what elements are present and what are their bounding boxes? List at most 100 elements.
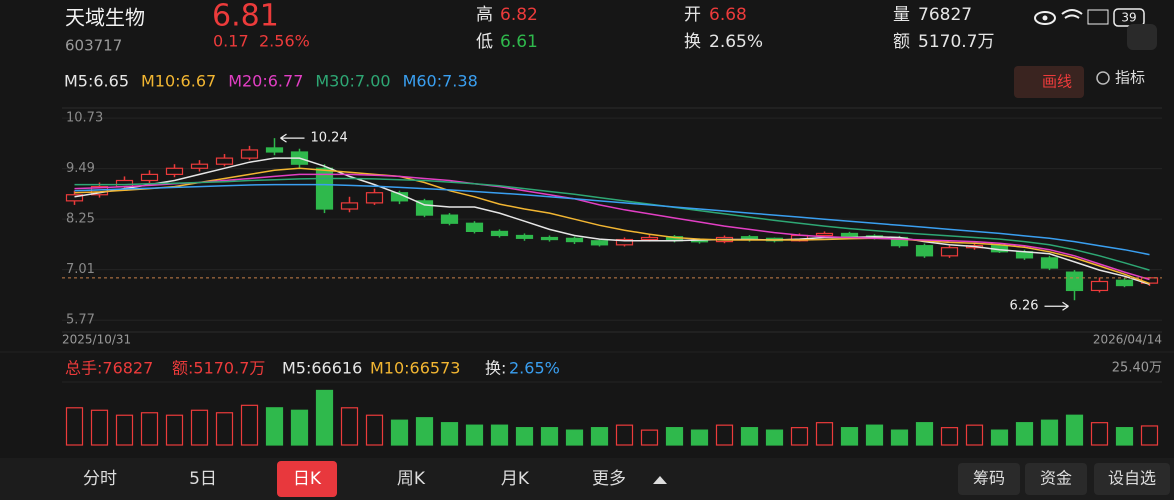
battery-level: 39 [1121,11,1136,25]
action-label: 筹码 [973,469,1005,488]
indicator-icon [1096,71,1110,85]
candle-body [615,238,634,246]
tab-active-bg [277,461,337,497]
action-label: 设自选 [1108,469,1156,488]
volume-bar [115,414,134,446]
price: 6.81 [212,0,279,34]
volume-label: 量 [893,5,910,25]
candle-body [940,247,959,257]
volume-bar [665,427,684,446]
volume-bar [290,409,309,446]
change-pct: 2.56% [259,32,310,51]
action-button[interactable] [1094,463,1170,495]
low-label: 低 [476,32,493,52]
candle-body [1040,257,1059,269]
volume-bar [215,412,234,446]
tab[interactable]: 周K [397,469,426,489]
wifi-icon [1061,9,1083,19]
volume-bar [165,414,184,446]
candle-body [265,147,284,153]
volume-bar [690,429,709,446]
volume-bar [465,424,484,446]
ma-legend: M10:6.67 [141,72,216,91]
volume-bar [390,419,409,446]
high-arrow [280,133,305,143]
candle-body [490,230,509,237]
volume-bar [715,424,734,446]
volume-bar [90,409,109,446]
ma-legend: M5:6.65 [64,72,129,91]
tab[interactable]: 5日 [189,469,217,489]
high: 6.82 [500,5,538,25]
volume-bar [640,429,659,446]
volume-bar [590,427,609,446]
candle-body [840,232,859,238]
open-label: 开 [684,5,701,25]
candle-body [915,245,934,257]
candle-body [365,192,384,204]
side-button[interactable] [1127,24,1157,50]
volume-bar [565,429,584,446]
candle-body [590,240,609,246]
tab[interactable]: 分时 [83,469,117,489]
ma-line [74,177,1150,271]
tab[interactable]: 日K [293,469,322,489]
action-button[interactable] [958,463,1020,495]
volume-bar [365,414,384,446]
volume-bar [865,424,884,446]
candle-body [640,236,659,241]
candle-body [440,214,459,224]
amount-label: 额 [893,32,910,52]
action-button[interactable] [1025,463,1087,495]
volume-m5: M5:66616 [282,359,362,378]
candle-body [690,240,709,243]
volume-bar [1090,422,1109,446]
candle-body [415,200,434,216]
y-tick-label: 8.25 [66,212,95,227]
candle-body [1090,280,1109,292]
volume-turnover: 2.65% [509,359,560,378]
indicator-button[interactable]: 指标 [1115,69,1145,87]
candle-body [165,167,184,175]
candle-body [65,194,84,202]
tab[interactable]: 月K [501,469,530,489]
candle-body [1115,279,1134,287]
volume-bar [315,389,334,446]
volume-bar [1065,414,1084,446]
low-label: 6.26 [1010,299,1039,314]
volume-bar [1115,427,1134,446]
volume: 76827 [918,5,972,25]
candle-body [1065,271,1084,292]
turnover-label: 换 [684,32,701,52]
low-arrow [1044,301,1069,311]
y-tick-label: 9.49 [66,161,95,176]
y-tick-label: 10.73 [66,111,103,126]
tab[interactable]: 更多 [592,469,626,489]
volume-bar [615,424,634,446]
volume-bar [815,422,834,446]
volume-bar [1015,422,1034,446]
eye-pupil [1042,15,1048,21]
high-label: 10.24 [311,131,348,146]
stock-code: 603717 [65,37,122,55]
volume-bar [415,417,434,446]
candle-body [190,163,209,169]
ma-line [74,157,1150,286]
volume-turnover-label: 换: [485,359,506,378]
y-tick-label: 5.77 [66,313,95,328]
candle-body [140,173,159,182]
change: 0.17 [213,32,249,51]
candle-body [240,149,259,159]
volume-bar [890,429,909,446]
action-label: 资金 [1040,469,1072,488]
y-tick-label: 7.01 [66,262,95,277]
candle-body [565,237,584,243]
draw-button-label: 画线 [1042,73,1072,91]
volume-bar [515,427,534,446]
volume-bar [490,424,509,446]
volume-tick-label: 25.40万 [1112,361,1162,376]
volume-amount: 额:5170.7万 [172,359,265,378]
ma-line [74,167,1150,285]
draw-button[interactable] [1014,66,1084,98]
